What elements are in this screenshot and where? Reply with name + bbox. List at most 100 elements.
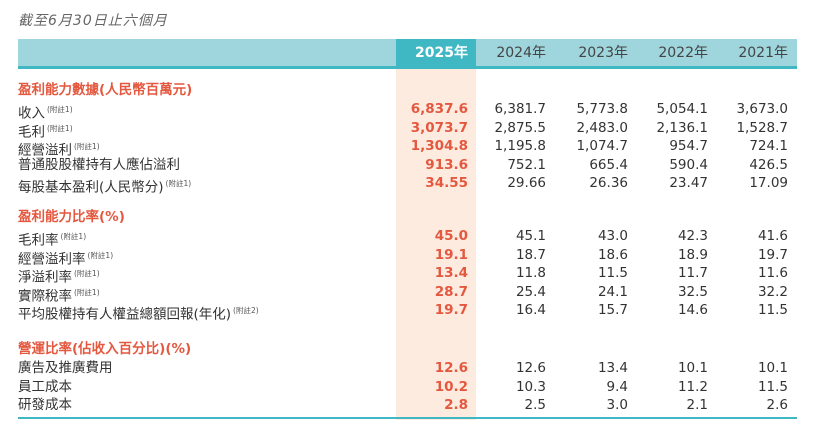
value-cell-1: 18.7 [515,246,546,263]
row-label: 收入 (附註1) [18,100,73,124]
section-title: 營運比率(佔收入百分比)(%) [18,340,797,359]
value-cell-4: 32.2 [757,283,788,300]
row-label: 平均股權持有人權益總額回報(年化) (附註2) [18,301,259,325]
value-cell-0: 13.4 [434,265,468,282]
value-cell-2: 43.0 [597,228,628,244]
footnote-ref: (附註1) [47,123,73,133]
row-label: 廣告及推廣費用 [18,359,113,378]
value-cell-4: 10.1 [757,360,788,376]
row-label-text: 淨溢利率 [18,269,72,286]
row-label: 實際稅率 (附註1) [18,283,100,307]
section-title-label: 盈利能力數據(人民幣百萬元) [18,82,193,98]
value-cell-2: 3.0 [606,397,628,414]
section-title: 盈利能力數據(人民幣百萬元) [18,81,797,100]
value-cell-0: 19.1 [434,246,468,263]
current-year-header-bg [396,39,476,69]
row-label-text: 研發成本 [18,397,72,414]
row-label: 員工成本 [18,378,72,397]
value-cell-4: 724.1 [749,138,788,155]
row-label-text: 普通股股權持有人應佔溢利 [18,156,180,173]
row-label: 淨溢利率 (附註1) [18,264,100,288]
value-cell-3: 2,136.1 [656,119,708,136]
year-header-2025: 2025年 [415,45,468,61]
section-title-label: 盈利能力比率(%) [18,209,125,225]
value-cell-2: 26.36 [589,175,628,192]
value-cell-0: 12.6 [434,360,468,376]
row-label: 普通股股權持有人應佔溢利 [18,156,180,175]
value-cell-0: 6,837.6 [410,101,468,117]
value-cell-1: 6,381.7 [494,101,546,117]
value-cell-1: 10.3 [515,378,546,395]
table-caption: 截至6月30日止六個月 [18,13,168,29]
value-cell-4: 41.6 [757,228,788,244]
footnote-ref: (附註1) [74,142,100,152]
value-cell-0: 10.2 [434,378,468,395]
table-row: 經營溢利 (附註1) 1,304.8 1,195.8 1,074.7 954.7 724.1 [18,137,797,159]
table-row: 收入 (附註1) 6,837.6 6,381.7 5,773.8 5,054.1 3,673… [18,100,797,122]
table-row: 毛利 (附註1) 3,073.7 2,875.5 2,483.0 2,136.1 1,528… [18,119,797,141]
value-cell-4: 2.6 [766,397,788,414]
row-label-text: 經營溢利 [18,142,72,159]
value-cell-2: 13.4 [597,360,628,376]
value-cell-0: 34.55 [425,175,468,192]
table-row: 普通股股權持有人應佔溢利 913.6 752.1 665.4 590.4 426.5 [18,156,797,175]
table-row: 經營溢利率 (附註1) 19.1 18.7 18.6 18.9 19.7 [18,246,797,268]
value-cell-1: 29.66 [507,175,546,192]
value-cell-3: 5,054.1 [656,101,708,117]
row-label: 毛利率 (附註1) [18,227,86,251]
footnote-ref: (附註1) [74,287,100,297]
value-cell-3: 14.6 [677,302,708,319]
value-cell-1: 1,195.8 [494,138,546,155]
value-cell-4: 17.09 [749,175,788,192]
row-label: 經營溢利 (附註1) [18,137,100,161]
footnote-ref: (附註1) [165,179,192,189]
value-cell-3: 11.2 [677,378,708,395]
year-header-2024: 2024年 [496,45,546,61]
table-row: 員工成本 10.2 10.3 9.4 11.2 11.5 [18,378,797,397]
row-label-text: 員工成本 [18,378,72,395]
value-cell-0: 913.6 [425,156,468,173]
value-cell-1: 16.4 [515,302,546,319]
value-cell-4: 426.5 [749,156,788,173]
footnote-ref: (附註1) [87,250,114,260]
value-cell-4: 3,673.0 [736,101,788,117]
value-cell-2: 5,773.8 [576,101,628,117]
table-row: 實際稅率 (附註1) 28.7 25.4 24.1 32.5 32.2 [18,283,797,305]
row-label: 每股基本盈利(人民幣分) (附註1) [18,174,191,198]
row-label-text: 收入 [18,105,45,122]
value-cell-0: 19.7 [434,302,468,319]
row-label-text: 經營溢利率 [18,251,86,268]
value-cell-3: 18.9 [677,246,708,263]
row-label-text: 毛利 [18,124,45,141]
value-cell-0: 45.0 [434,228,468,244]
footnote-ref: (附註1) [60,232,87,241]
value-cell-3: 32.5 [677,283,708,300]
value-cell-2: 24.1 [597,283,628,300]
value-cell-2: 1,074.7 [576,138,628,155]
value-cell-3: 11.7 [677,265,708,282]
table-row: 淨溢利率 (附註1) 13.4 11.8 11.5 11.7 11.6 [18,264,797,286]
footnote-ref: (附註1) [74,269,100,279]
value-cell-1: 25.4 [515,283,546,300]
value-cell-2: 665.4 [589,156,628,173]
value-cell-2: 11.5 [597,265,628,282]
table-row: 毛利率 (附註1) 45.0 45.1 43.0 42.3 41.6 [18,227,797,249]
value-cell-1: 2,875.5 [494,119,546,136]
value-cell-3: 42.3 [677,228,708,244]
value-cell-2: 18.6 [597,246,628,263]
footnote-ref: (附註1) [47,105,73,114]
value-cell-3: 10.1 [677,360,708,376]
value-cell-4: 11.5 [757,378,788,395]
current-year-highlight [396,39,476,420]
value-cell-0: 3,073.7 [410,119,468,136]
table-bottom-rule [18,417,797,419]
section-title: 盈利能力比率(%) [18,208,797,227]
value-cell-3: 23.47 [669,175,708,192]
value-cell-4: 11.6 [757,265,788,282]
value-cell-1: 11.8 [515,265,546,282]
value-cell-3: 2.1 [686,397,708,414]
row-label: 研發成本 [18,396,72,415]
year-header-2023: 2023年 [578,45,628,61]
table-row: 廣告及推廣費用 12.6 12.6 13.4 10.1 10.1 [18,359,797,378]
value-cell-3: 590.4 [669,156,708,173]
